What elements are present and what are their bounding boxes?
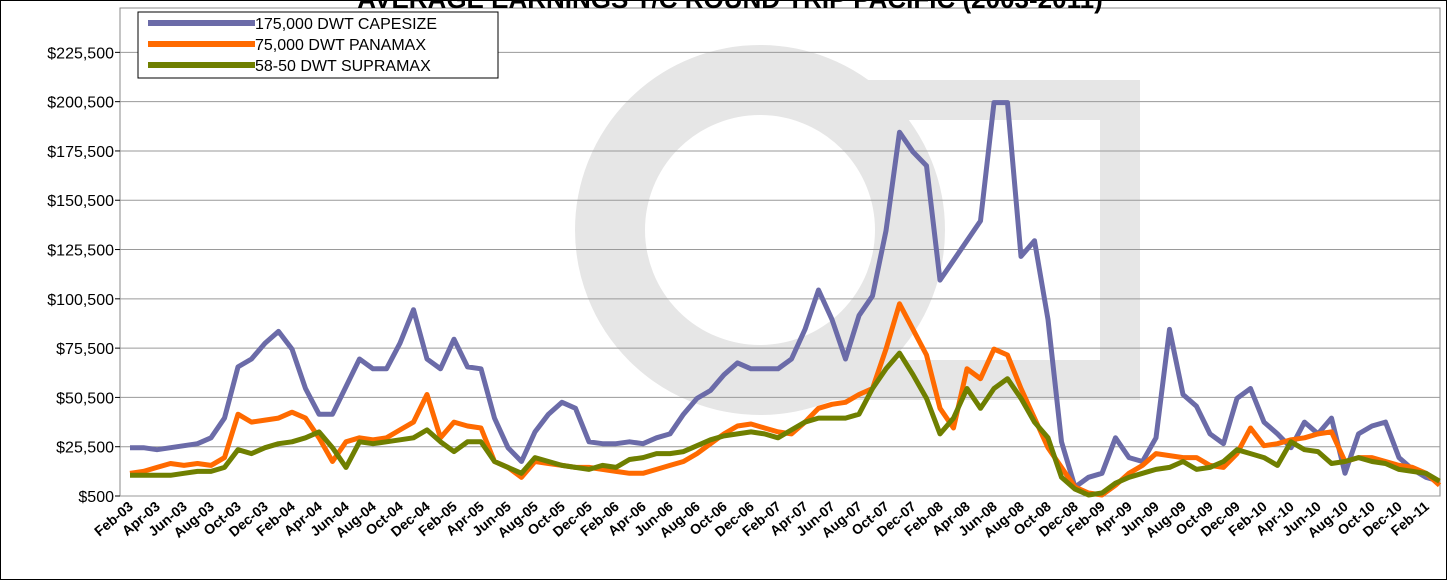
- lines: [129, 100, 1442, 498]
- y-tick-label: $500: [78, 489, 114, 506]
- y-tick-label: $150,500: [47, 193, 114, 210]
- legend-label: 175,000 DWT CAPESIZE: [255, 16, 437, 33]
- y-tick-label: $100,500: [47, 292, 114, 309]
- y-tick-label: $125,500: [47, 243, 114, 260]
- y-tick-label: $200,500: [47, 95, 114, 112]
- series-line: [130, 100, 1441, 490]
- legend-label: 75,000 DWT PANAMAX: [255, 37, 426, 54]
- y-tick-label: $25,500: [56, 440, 114, 457]
- y-tick-label: $175,500: [47, 144, 114, 161]
- y-tick-label: $225,500: [47, 45, 114, 62]
- series-line: [130, 350, 1441, 498]
- legend-label: 58-50 DWT SUPRAMAX: [255, 58, 431, 75]
- y-tick-label: $75,500: [56, 341, 114, 358]
- legend: 175,000 DWT CAPESIZE 75,000 DWT PANAMAX 58…: [137, 11, 499, 79]
- chart-title: AVERAGE EARNINGS T/C ROUND TRIP PACIFIC …: [357, 0, 1102, 14]
- watermark: [575, 45, 1140, 415]
- y-tick-label: $50,500: [56, 390, 114, 407]
